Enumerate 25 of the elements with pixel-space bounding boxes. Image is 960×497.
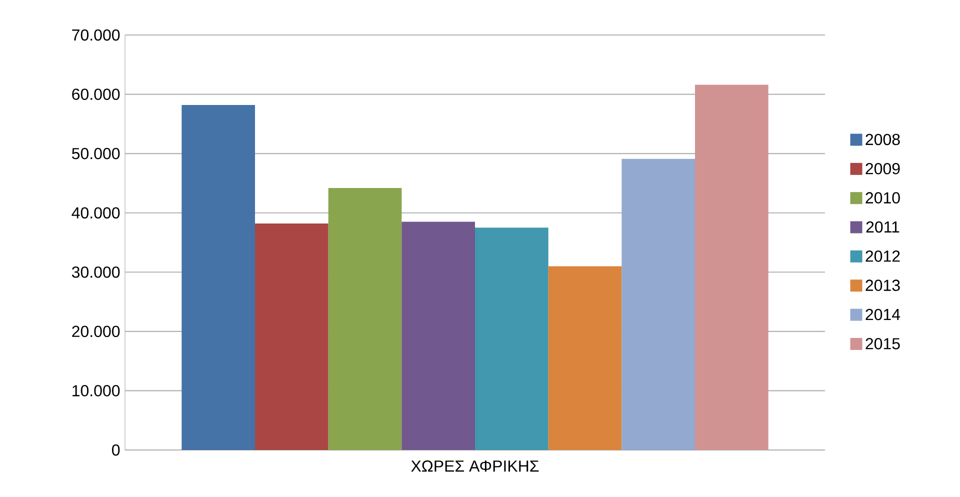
legend-label: 2008	[866, 134, 900, 146]
legend-label: 2010	[866, 192, 900, 204]
bar	[475, 228, 548, 450]
y-tick-label: 30.000	[72, 266, 120, 278]
y-tick-label: 0	[112, 444, 120, 456]
bar	[548, 266, 622, 450]
legend-label: 2012	[866, 250, 900, 262]
bar	[328, 188, 402, 450]
bar	[622, 158, 695, 450]
y-tick-label: 10.000	[72, 385, 120, 396]
y-tick-label: 50.000	[72, 148, 120, 160]
y-tick-label: 70.000	[72, 29, 120, 41]
y-tick-label: 40.000	[72, 207, 120, 219]
bar	[402, 222, 475, 450]
y-tick-label: 20.000	[72, 326, 120, 338]
legend-label: 2011	[866, 221, 900, 233]
x-tick-label: ΧΩΡΕΣ ΑΦΡΙΚΗΣ	[411, 460, 539, 472]
y-tick-label: 60.000	[72, 88, 120, 100]
legend-label: 2013	[866, 280, 900, 291]
bar	[695, 84, 768, 450]
bar	[255, 224, 328, 450]
legend-label: 2015	[866, 338, 900, 350]
bar	[182, 104, 255, 450]
legend-label: 2009	[866, 162, 900, 174]
legend-label: 2014	[866, 308, 900, 320]
